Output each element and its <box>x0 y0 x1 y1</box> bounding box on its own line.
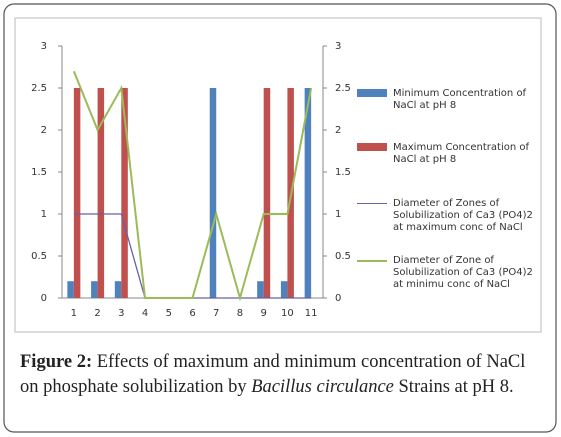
legend-item: Diameter of Zone of Solubilization of Ca… <box>357 255 543 295</box>
y2-tick-label: 1.5 <box>335 167 351 178</box>
legend-item: Diameter of Zones of Solubilization of C… <box>357 198 543 238</box>
bar <box>280 281 288 298</box>
caption-text: Strains at pH 8. <box>398 377 514 397</box>
line <box>72 70 313 302</box>
y2-tick-label: 0 <box>335 293 341 304</box>
bar <box>97 88 105 298</box>
bar <box>209 88 217 298</box>
legend-label: Minimum Concentration of NaCl at pH 8 <box>393 88 527 111</box>
y-tick-label: 0 <box>41 293 47 304</box>
x-tick-label: 7 <box>213 308 219 319</box>
legend-swatch <box>357 142 393 182</box>
x-tick-label: 3 <box>118 308 124 319</box>
y2-tick-label: 2.5 <box>335 83 351 94</box>
legend-label: Diameter of Zone of Solubilization of Ca… <box>393 255 533 290</box>
legend-item: Minimum Concentration of NaCl at pH 8 <box>357 88 543 128</box>
x-tick-label: 2 <box>94 308 100 319</box>
y2-tick-label: 2 <box>335 125 341 136</box>
legend-label: Diameter of Zones of Solubilization of C… <box>393 198 533 233</box>
bar <box>257 281 264 298</box>
bar <box>73 88 81 298</box>
caption-species: Bacillus circulance <box>251 377 394 397</box>
y-tick-label: 0.5 <box>31 251 47 262</box>
legend-swatch <box>357 88 393 128</box>
y-tick-label: 2.5 <box>31 83 47 94</box>
y2-tick-label: 3 <box>335 41 341 52</box>
x-tick-label: 6 <box>189 308 195 319</box>
outer-frame <box>3 3 557 433</box>
legend-swatch <box>357 198 393 238</box>
bar <box>114 281 122 298</box>
x-tick-label: 4 <box>142 308 148 319</box>
y2-tick-label: 1 <box>335 209 341 220</box>
y-tick-label: 1 <box>41 209 47 220</box>
bar <box>263 88 271 298</box>
x-tick-label: 11 <box>305 308 318 319</box>
chart-frame <box>14 17 542 333</box>
y-tick-label: 3 <box>41 41 47 52</box>
legend-label: Maximum Concentration of NaCl at pH 8 <box>393 142 530 165</box>
legend-swatch <box>357 255 393 295</box>
caption-text: Effects of maximum and minimum concentra… <box>20 352 526 397</box>
y2-tick-label: 0.5 <box>335 251 351 262</box>
x-tick-label: 9 <box>260 308 266 319</box>
x-tick-label: 1 <box>71 308 77 319</box>
bar <box>121 88 128 298</box>
caption: Figure 2: Effects of maximum and minimum… <box>20 350 545 400</box>
bar <box>91 281 98 298</box>
caption-label: Figure 2: <box>20 352 93 372</box>
legend-item: Maximum Concentration of NaCl at pH 8 <box>357 142 543 182</box>
x-tick-label: 5 <box>166 308 172 319</box>
y-tick-label: 1.5 <box>31 167 47 178</box>
bar <box>67 281 74 298</box>
x-tick-label: 10 <box>281 308 294 319</box>
line <box>73 213 312 299</box>
x-tick-label: 8 <box>237 308 243 319</box>
bar <box>304 88 312 298</box>
y-tick-label: 2 <box>41 125 47 136</box>
